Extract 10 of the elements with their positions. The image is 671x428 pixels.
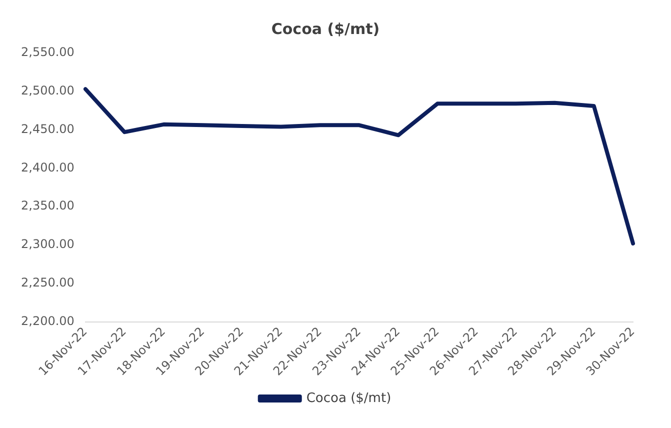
- y-tick-label: 2,250.00: [21, 275, 74, 290]
- y-tick-label: 2,400.00: [21, 160, 74, 174]
- y-tick-label: 2,200.00: [21, 314, 74, 328]
- y-tick-label: 2,300.00: [21, 237, 74, 252]
- y-tick-label: 2,450.00: [21, 122, 74, 136]
- y-tick-label: 2,500.00: [21, 84, 74, 98]
- y-tick-label: 2,350.00: [21, 198, 74, 213]
- legend-label: Cocoa ($/mt): [306, 390, 392, 406]
- chart-title: Cocoa ($/mt): [271, 20, 380, 38]
- y-tick-label: 2,550.00: [21, 45, 74, 60]
